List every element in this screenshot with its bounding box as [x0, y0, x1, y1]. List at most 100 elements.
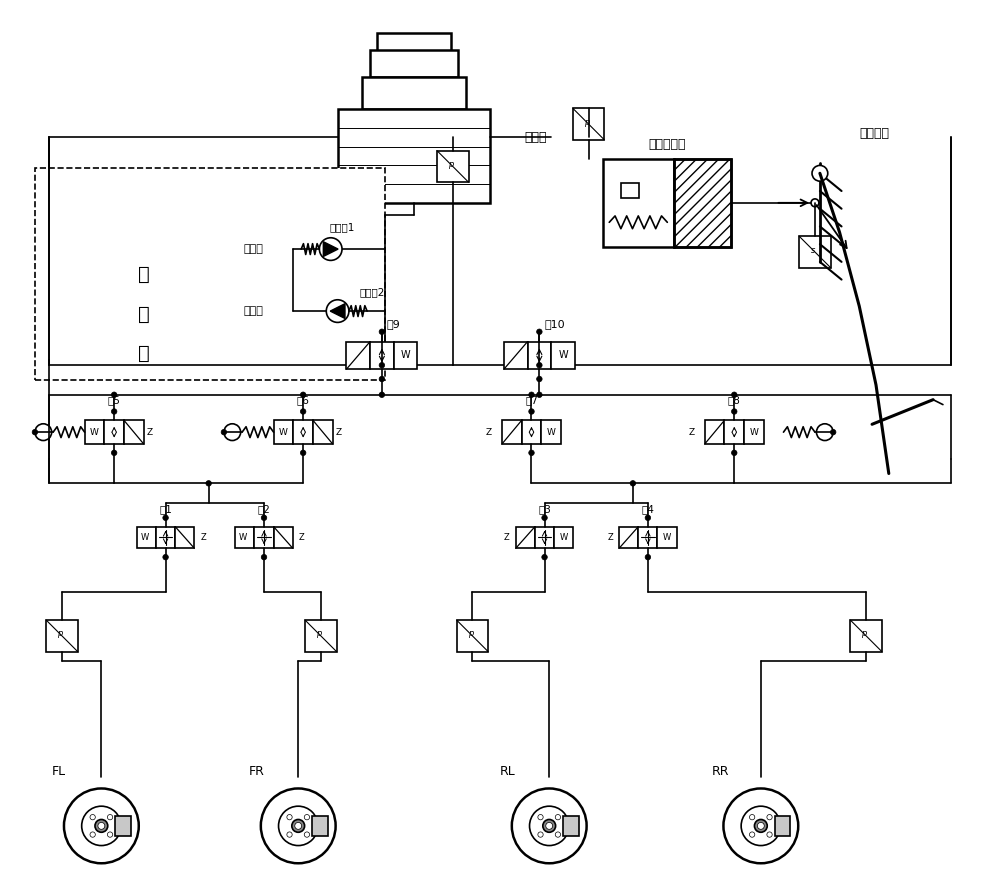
Text: Z: Z — [504, 533, 510, 542]
Bar — [370, 341, 394, 370]
Text: p: p — [316, 629, 322, 638]
Text: 阀1: 阀1 — [159, 504, 172, 514]
Text: 阀3: 阀3 — [538, 504, 551, 514]
Circle shape — [537, 362, 542, 368]
Circle shape — [749, 814, 755, 819]
Circle shape — [538, 832, 543, 837]
Circle shape — [111, 392, 117, 398]
Circle shape — [732, 450, 737, 455]
Text: W: W — [401, 350, 410, 361]
Text: 阀2: 阀2 — [258, 504, 270, 514]
Circle shape — [304, 832, 310, 837]
Text: W: W — [663, 533, 671, 542]
Text: p: p — [468, 629, 473, 638]
Bar — [293, 421, 313, 444]
Circle shape — [111, 408, 117, 415]
Circle shape — [741, 806, 781, 846]
Circle shape — [287, 832, 292, 837]
Text: p: p — [448, 160, 453, 169]
Bar — [124, 421, 144, 444]
Bar — [522, 421, 541, 444]
Bar — [516, 527, 535, 548]
Circle shape — [811, 199, 819, 207]
Bar — [724, 421, 744, 444]
Circle shape — [64, 789, 139, 864]
Circle shape — [90, 814, 95, 819]
Bar — [115, 816, 131, 835]
Circle shape — [107, 814, 113, 819]
Text: s: s — [811, 246, 815, 255]
Bar — [104, 421, 124, 444]
Circle shape — [32, 430, 38, 435]
Text: W: W — [239, 533, 247, 542]
Circle shape — [749, 832, 755, 837]
Circle shape — [111, 450, 117, 455]
Circle shape — [82, 806, 121, 846]
Bar — [563, 816, 579, 835]
Bar — [573, 109, 604, 140]
Circle shape — [816, 423, 833, 440]
Bar — [362, 77, 466, 110]
Bar — [674, 158, 731, 248]
Text: W: W — [750, 428, 758, 437]
Text: 阀4: 阀4 — [641, 504, 654, 514]
Bar — [603, 158, 674, 248]
Text: Z: Z — [689, 428, 695, 437]
Circle shape — [542, 554, 547, 560]
Text: W: W — [560, 533, 568, 542]
Circle shape — [300, 408, 306, 415]
Text: Z: Z — [486, 428, 492, 437]
Bar — [35, 168, 385, 380]
Bar — [346, 341, 370, 370]
Text: 进液口: 进液口 — [244, 244, 264, 254]
Text: 脚感模拟器: 脚感模拟器 — [649, 138, 686, 151]
Text: 单向阀2: 单向阀2 — [359, 287, 385, 297]
Circle shape — [512, 789, 587, 864]
Circle shape — [546, 822, 553, 829]
Text: RL: RL — [500, 766, 516, 778]
Bar — [551, 341, 575, 370]
Text: W: W — [558, 350, 568, 361]
Bar — [137, 527, 156, 548]
Circle shape — [35, 423, 52, 440]
Circle shape — [261, 515, 267, 521]
Text: 液: 液 — [138, 265, 150, 284]
Bar — [554, 527, 573, 548]
Text: 阀6: 阀6 — [297, 396, 310, 406]
Text: Z: Z — [607, 533, 613, 542]
Circle shape — [292, 819, 305, 832]
Bar — [312, 816, 328, 835]
Circle shape — [732, 392, 737, 398]
Circle shape — [300, 450, 306, 455]
Bar — [657, 527, 677, 548]
Text: 单向阀1: 单向阀1 — [330, 223, 355, 232]
Circle shape — [555, 814, 561, 819]
Circle shape — [379, 392, 385, 398]
Circle shape — [530, 806, 569, 846]
Bar — [528, 341, 551, 370]
Circle shape — [723, 789, 798, 864]
Circle shape — [645, 515, 651, 521]
Text: W: W — [90, 428, 99, 437]
Circle shape — [630, 481, 636, 486]
Text: 阀10: 阀10 — [544, 319, 565, 329]
Circle shape — [261, 789, 336, 864]
Circle shape — [379, 329, 385, 334]
Circle shape — [221, 430, 227, 435]
Circle shape — [529, 408, 534, 415]
Circle shape — [163, 554, 168, 560]
Bar — [85, 421, 104, 444]
Circle shape — [542, 515, 547, 521]
Text: 制动踏板: 制动踏板 — [859, 127, 889, 141]
Circle shape — [304, 814, 310, 819]
Text: Z: Z — [336, 428, 342, 437]
Bar — [437, 150, 469, 182]
Polygon shape — [323, 241, 338, 256]
Circle shape — [538, 814, 543, 819]
Circle shape — [90, 832, 95, 837]
Text: Z: Z — [299, 533, 304, 542]
Bar — [619, 527, 638, 548]
Circle shape — [754, 819, 767, 832]
Circle shape — [555, 832, 561, 837]
Circle shape — [732, 408, 737, 415]
